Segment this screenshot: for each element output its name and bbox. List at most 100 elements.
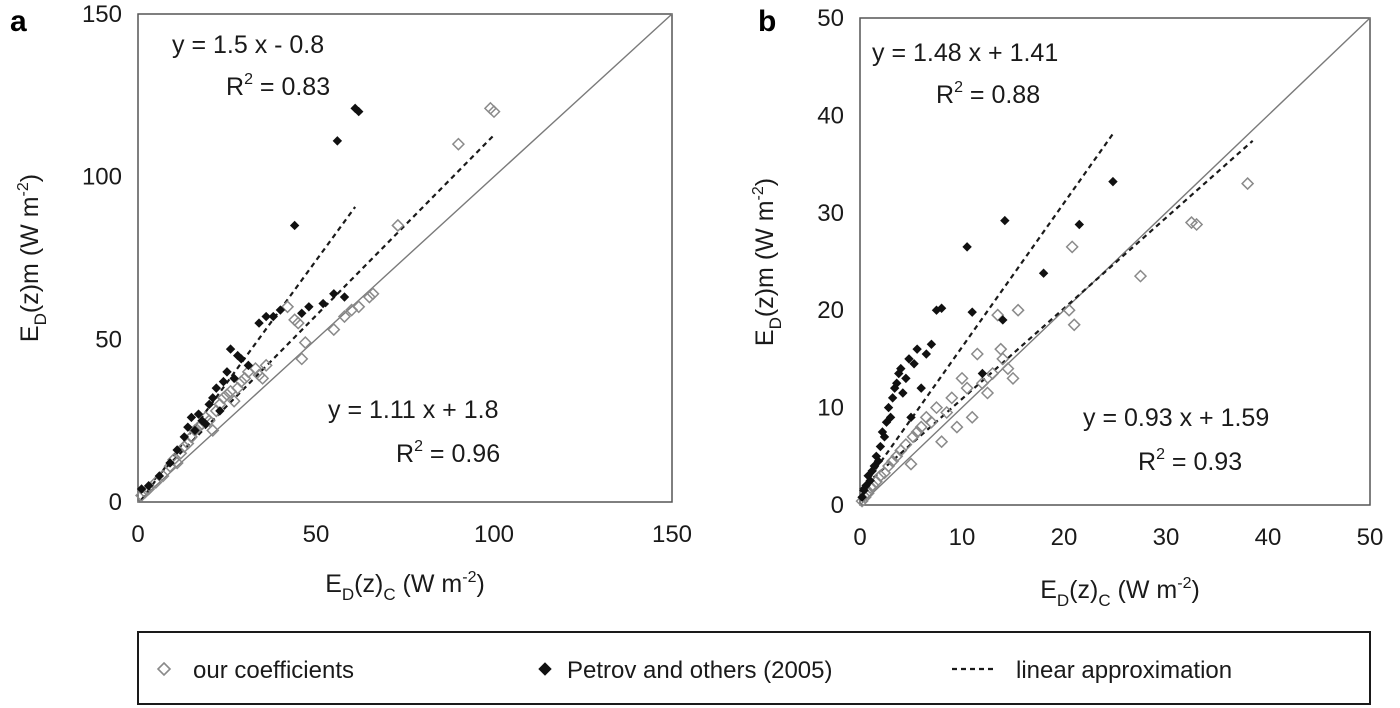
point-our-coefficients — [881, 459, 896, 473]
panel-b-y-axis-label: ED(z)m (W m-2) — [750, 178, 785, 346]
point-petrov — [268, 311, 278, 322]
point-our-coefficients — [291, 316, 305, 330]
point-petrov — [318, 298, 328, 309]
point-our-coefficients — [487, 105, 501, 119]
point-our-coefficients — [362, 290, 376, 304]
point-our-coefficients — [873, 469, 887, 483]
legend-item-our-coefficients: our coefficients — [193, 657, 354, 684]
point-petrov — [354, 106, 364, 117]
point-petrov — [229, 373, 239, 384]
point-our-coefficients — [1001, 362, 1015, 376]
panel-b-label: b — [758, 5, 776, 38]
panel-b-fit-line-1 — [859, 133, 1114, 492]
panel-a-x-tick-label: 50 — [303, 521, 330, 548]
point-petrov — [190, 425, 200, 436]
point-petrov — [243, 360, 254, 371]
point-petrov — [297, 308, 307, 319]
point-petrov — [211, 383, 222, 393]
legend-item-petrov: Petrov and others (2005) — [567, 657, 833, 684]
point-petrov — [204, 399, 214, 410]
panel-b-equation-upper: y = 1.48 x + 1.41 — [872, 39, 1058, 67]
point-our-coefficients — [298, 336, 312, 350]
panel-a-identity-line — [137, 13, 673, 503]
point-petrov — [254, 318, 264, 328]
point-petrov — [865, 475, 875, 486]
point-our-coefficients — [1133, 269, 1148, 283]
point-petrov — [200, 419, 211, 429]
point-petrov — [921, 349, 932, 359]
point-our-coefficients — [1011, 303, 1025, 317]
point-our-coefficients — [206, 423, 220, 437]
panel-b-fit-line-2 — [859, 139, 1254, 491]
point-our-coefficients — [906, 430, 920, 444]
point-petrov — [898, 388, 908, 398]
panel-a-y-tick-label: 50 — [95, 326, 122, 353]
panel-a-r2-lower: R2 = 0.96 — [396, 438, 500, 468]
panel-a-x-tick-label: 150 — [652, 521, 692, 548]
point-our-coefficients — [142, 482, 156, 496]
point-petrov — [881, 417, 892, 427]
point-our-coefficients — [1190, 217, 1204, 232]
point-our-coefficients — [904, 457, 918, 471]
panel-b-r2-upper: R2 = 0.88 — [936, 79, 1040, 109]
point-our-coefficients — [295, 352, 309, 366]
point-our-coefficients — [188, 423, 202, 437]
point-petrov — [218, 376, 229, 387]
point-petrov — [857, 492, 867, 502]
panel-a-fit-line-2 — [140, 134, 495, 494]
point-our-coefficients — [1067, 318, 1081, 332]
point-petrov — [225, 344, 236, 354]
point-our-coefficients — [227, 394, 241, 408]
point-our-coefficients — [996, 352, 1010, 366]
point-our-coefficients — [935, 435, 949, 449]
point-petrov — [912, 344, 922, 354]
point-our-coefficients — [890, 449, 904, 463]
point-our-coefficients — [337, 309, 352, 324]
point-petrov — [172, 445, 182, 455]
point-our-coefficients — [280, 300, 295, 314]
point-our-coefficients — [177, 440, 191, 454]
point-our-coefficients — [366, 287, 380, 301]
legend: our coefficients Petrov and others (2005… — [137, 631, 1371, 705]
point-petrov — [193, 409, 204, 419]
point-our-coefficients — [234, 375, 248, 389]
point-petrov — [304, 302, 314, 312]
point-our-coefficients — [1241, 177, 1255, 191]
panel-a-y-tick-label: 0 — [109, 489, 122, 516]
panel-a-x-tick-label: 100 — [474, 521, 514, 548]
point-our-coefficients — [220, 388, 234, 402]
point-our-coefficients — [994, 342, 1008, 356]
point-petrov — [289, 220, 300, 231]
panel-b-identity-line — [859, 17, 1371, 506]
point-petrov — [883, 402, 894, 413]
panel-b-y-tick-label: 0 — [831, 492, 844, 519]
point-our-coefficients — [899, 438, 913, 452]
point-petrov — [186, 412, 197, 423]
legend-open-diamond-marker — [156, 661, 172, 677]
point-our-coefficients — [924, 415, 938, 429]
point-petrov — [236, 354, 246, 364]
panel-a-y-tick-label: 150 — [82, 1, 122, 28]
point-our-coefficients — [991, 308, 1005, 322]
panel-b-x-tick-label: 20 — [1051, 524, 1078, 551]
point-petrov — [909, 359, 919, 369]
point-our-coefficients — [202, 414, 216, 428]
point-petrov — [869, 461, 879, 471]
point-petrov — [861, 480, 871, 491]
point-petrov — [136, 484, 147, 494]
point-petrov — [275, 305, 286, 315]
legend-frame — [137, 631, 1371, 705]
panel-a-equation-lower: y = 1.11 x + 1.8 — [328, 396, 498, 424]
point-our-coefficients — [149, 475, 163, 490]
point-our-coefficients — [191, 420, 206, 434]
panel-b-x-tick-label: 10 — [949, 524, 976, 551]
point-our-coefficients — [980, 386, 995, 400]
panel-b-y-tick-label: 10 — [817, 395, 844, 422]
point-our-coefficients — [986, 366, 1000, 381]
point-petrov — [887, 393, 898, 403]
panel-b-y-tick-label: 40 — [817, 102, 844, 129]
point-petrov — [1038, 268, 1049, 278]
panel-a-equation-upper: y = 1.5 x - 0.8 — [172, 31, 324, 59]
point-our-coefficients — [945, 391, 959, 405]
